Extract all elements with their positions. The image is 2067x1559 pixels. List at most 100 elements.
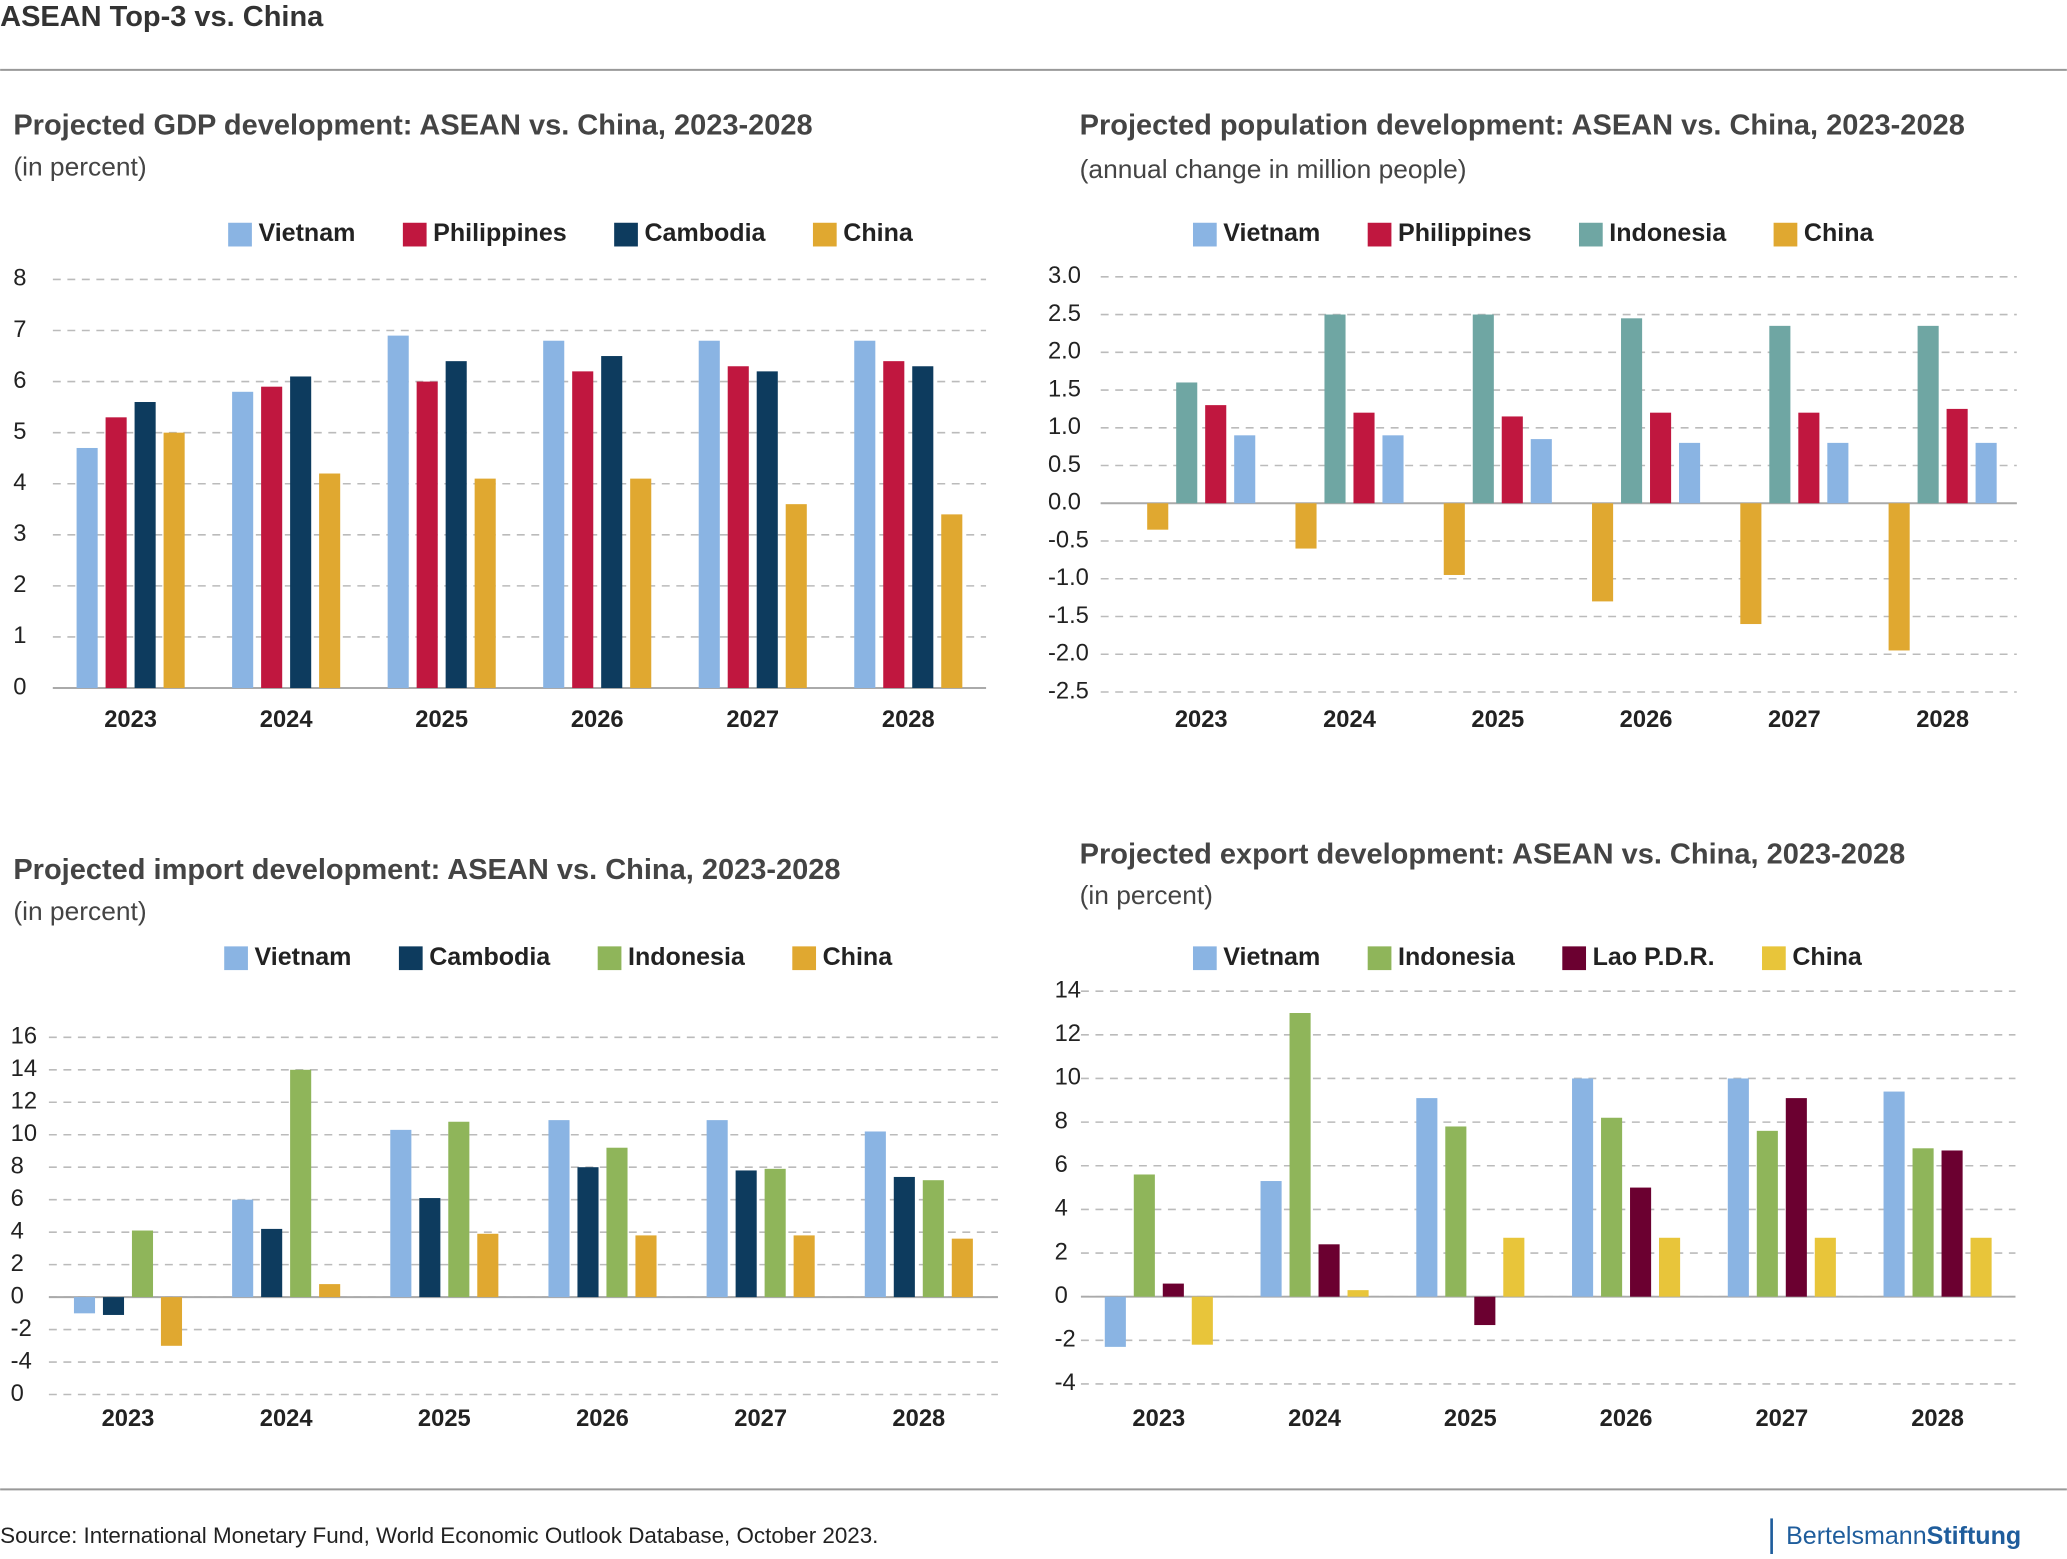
y-tick-label: 6 <box>13 368 26 394</box>
y-tick-label: -2.5 <box>1048 678 1089 704</box>
y-tick-label: -4 <box>1055 1370 1076 1396</box>
heading: Projected population development: ASEAN … <box>1080 103 2003 193</box>
y-tick-label: 3.0 <box>1048 263 1081 289</box>
bar <box>893 1176 915 1298</box>
bar <box>1474 1296 1496 1326</box>
x-tick-label: 2024 <box>260 707 314 733</box>
bar <box>390 1129 412 1298</box>
bar <box>105 417 127 689</box>
brand: BertelsmannStiftung <box>1786 1521 2021 1549</box>
x-tick-label: 2023 <box>1132 1406 1185 1432</box>
bar <box>1353 412 1375 504</box>
bar <box>76 447 98 689</box>
bar <box>1785 1098 1807 1297</box>
bar <box>883 361 905 689</box>
bar <box>419 1198 441 1298</box>
bar <box>1443 503 1465 575</box>
legend-swatch <box>1367 946 1392 971</box>
bar <box>1592 503 1614 602</box>
bar <box>1630 1187 1652 1297</box>
y-tick-label: -0.5 <box>1048 527 1089 553</box>
bar <box>548 1120 570 1298</box>
y-tick-label: 0 <box>13 674 26 700</box>
y-tick-label: 16 <box>11 1024 37 1050</box>
bar <box>1650 412 1672 504</box>
chart-subtitle: (in percent) <box>13 897 147 927</box>
bar <box>1946 408 1968 504</box>
bar <box>1260 1181 1282 1297</box>
brand-bar <box>1770 1518 1773 1556</box>
x-tick-label: 2023 <box>1175 707 1228 733</box>
bar <box>1205 405 1227 504</box>
bar <box>756 371 778 689</box>
legend-label: Lao P.D.R. <box>1593 943 1715 971</box>
bar <box>319 1284 341 1298</box>
legend-swatch <box>1192 222 1217 247</box>
bar <box>727 366 749 689</box>
bar <box>606 1147 628 1298</box>
bar <box>951 1238 973 1298</box>
legend-swatch <box>1578 222 1603 247</box>
bar <box>416 381 438 689</box>
bar <box>131 1230 154 1298</box>
chart-subtitle: (annual change in million people) <box>1079 155 1467 185</box>
bar <box>1289 1013 1311 1297</box>
page-title: ASEAN Top-3 vs. China <box>0 1 324 33</box>
bar <box>1917 325 1939 504</box>
chart-title: Projected import development: ASEAN vs. … <box>13 852 841 886</box>
legend-swatch <box>1773 222 1798 247</box>
bar <box>1621 318 1643 504</box>
x-tick-label: 2025 <box>418 1406 471 1432</box>
y-tick-label: -4 <box>11 1348 32 1374</box>
bar <box>764 1168 786 1298</box>
legend-swatch <box>224 946 248 971</box>
legend-label: China <box>1804 219 1875 247</box>
bar <box>1727 1078 1749 1297</box>
bar <box>1888 503 1910 651</box>
bar <box>1472 314 1494 504</box>
bar <box>572 371 594 689</box>
bar <box>261 386 283 689</box>
bar <box>163 432 185 689</box>
bar <box>941 514 963 689</box>
bar <box>319 473 341 689</box>
y-tick-label: 8 <box>13 266 26 292</box>
source: Source: International Monetary Fund, Wor… <box>0 1523 878 1548</box>
bar <box>160 1297 183 1346</box>
legend-swatch <box>228 222 252 247</box>
bar <box>1503 1237 1525 1297</box>
bar <box>134 402 156 689</box>
y-tick-label: 2.0 <box>1048 339 1081 365</box>
y-tick-label: 10 <box>1055 1065 1081 1091</box>
legend-swatch <box>597 946 622 971</box>
legend-swatch <box>1367 222 1392 247</box>
bar <box>1234 435 1256 504</box>
x-tick-label: 2026 <box>576 1406 629 1432</box>
bar <box>1324 314 1346 504</box>
bar <box>1295 503 1317 549</box>
y-tick-label: -1.0 <box>1048 565 1089 591</box>
bar <box>1162 1283 1184 1297</box>
bar <box>635 1235 657 1298</box>
y-tick-label: 1.5 <box>1048 376 1081 402</box>
bar <box>477 1233 499 1298</box>
y-tick-label: 2 <box>13 572 26 598</box>
x-tick-label: 2028 <box>882 707 935 733</box>
chart-title: Projected export development: ASEAN vs. … <box>1079 836 1906 870</box>
y-tick-label: -2 <box>1055 1327 1076 1353</box>
bar <box>864 1131 886 1298</box>
bar <box>706 1120 728 1298</box>
bar <box>922 1180 944 1298</box>
legend-swatch <box>1192 946 1217 971</box>
bar <box>1970 1237 1992 1297</box>
bar <box>290 1069 312 1298</box>
chart-subtitle: (in percent) <box>13 152 147 182</box>
bar <box>1975 442 1997 504</box>
legend-label: Vietnam <box>258 219 355 247</box>
y-tick-label: 14 <box>11 1056 37 1082</box>
bar <box>1814 1237 1836 1297</box>
y-tick-label: 8 <box>11 1153 24 1179</box>
bar <box>854 340 876 689</box>
bar <box>232 1199 254 1298</box>
